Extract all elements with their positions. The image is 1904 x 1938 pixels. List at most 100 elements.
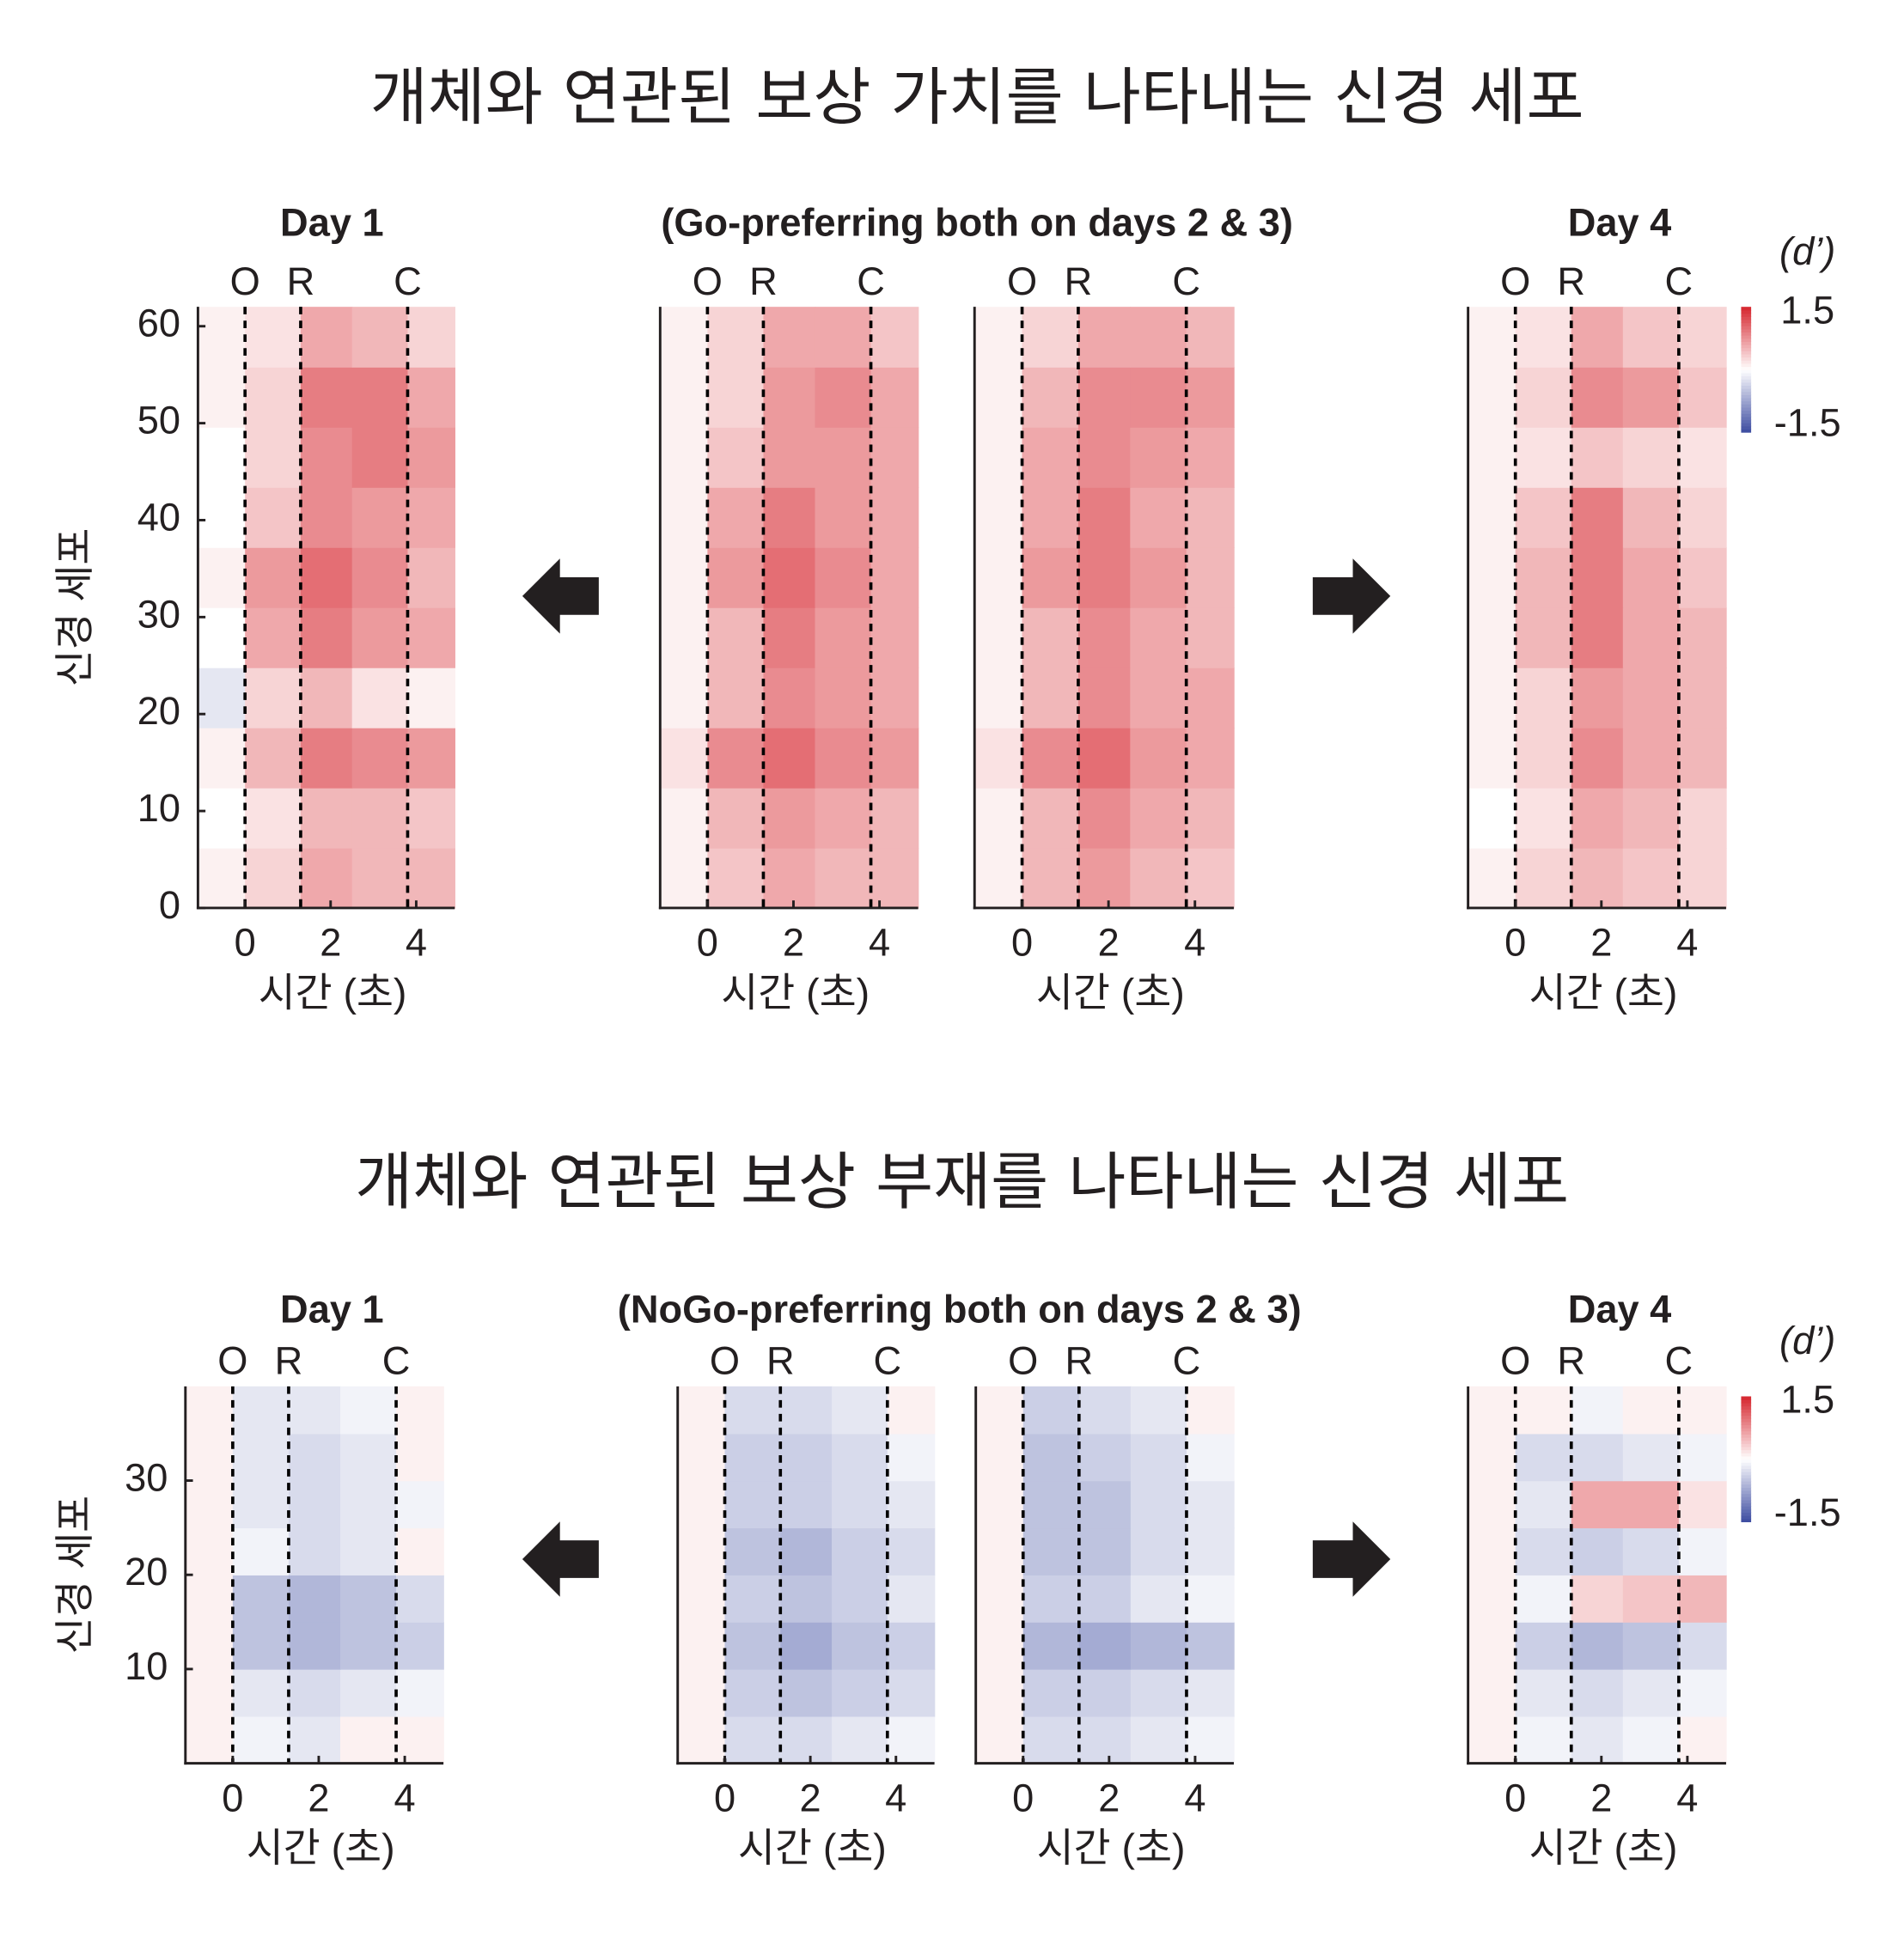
heatmap-cell (1515, 1668, 1572, 1717)
heatmap-cell (1077, 607, 1132, 668)
heatmap-cell (887, 1433, 936, 1482)
heatmap-cell (975, 1480, 1024, 1529)
heatmap-cell (1571, 667, 1624, 728)
heatmap-cell (1622, 487, 1680, 548)
x-tick-label: 0 (1011, 921, 1033, 965)
heatmap-cell (1571, 1716, 1624, 1764)
x-axis-label: 시간 (초) (721, 970, 870, 1015)
heatmap-cell (339, 1668, 397, 1717)
colorbar-label: (d’) (1779, 1319, 1835, 1362)
colorbar-step (1741, 357, 1752, 361)
heatmap-cell (1022, 427, 1079, 488)
heatmap-cell (660, 847, 709, 909)
colorbar-step (1741, 1502, 1752, 1507)
heatmap-cell (1468, 1433, 1516, 1482)
arrow-right (1312, 1521, 1391, 1597)
heatmap-cell (1022, 1575, 1080, 1623)
heatmap-cell (1186, 1480, 1235, 1529)
heatmap-cell (396, 1668, 444, 1717)
heatmap-cell (1622, 307, 1680, 368)
heatmap-cell (870, 307, 919, 368)
colorbar-step (1741, 1427, 1752, 1432)
heatmap-cell (677, 1480, 726, 1529)
heatmap-cell (974, 307, 1023, 368)
colorbar-tick-label: -1.5 (1774, 401, 1841, 445)
heatmap-cell (815, 728, 872, 789)
colorbar-step (1741, 1506, 1752, 1510)
colorbar-step (1741, 347, 1752, 351)
heatmap-cell (1077, 547, 1132, 608)
x-tick-label: 4 (1676, 921, 1698, 965)
heatmap-cell (763, 547, 816, 608)
heatmap-cell (707, 728, 765, 789)
heatmap-cell (245, 487, 302, 548)
heatmap-cell (407, 487, 455, 548)
y-tick-label: 30 (137, 592, 180, 636)
heatmap-cell (975, 1433, 1024, 1482)
heatmap-cell (887, 1668, 936, 1717)
colorbar-step (1741, 406, 1752, 411)
x-tick-label: 4 (1676, 1776, 1698, 1819)
heatmap-cell (1078, 1433, 1132, 1482)
y-tick-label: 20 (137, 689, 180, 733)
heatmap-cell (763, 487, 816, 548)
colorbar-step (1741, 1480, 1752, 1485)
heatmap-cell (1078, 1668, 1132, 1717)
panel: O R C0 2 4시간 (초)(Go-preferring both on days … (658, 200, 1293, 1015)
heatmap-cell (660, 487, 709, 548)
heatmap-cell (1678, 307, 1727, 368)
heatmap-cell (763, 847, 816, 909)
panel: O R C 0 2 4 시간 (초) (974, 1339, 1235, 1870)
colorbar-step (1741, 1499, 1752, 1504)
heatmap-cell (1622, 1622, 1680, 1670)
heatmap-cell (1571, 1433, 1624, 1482)
heatmap-cell (1571, 307, 1624, 368)
colorbar-step (1741, 1496, 1752, 1501)
heatmap-cell (198, 487, 246, 548)
colorbar-step (1741, 309, 1752, 314)
heatmap-cell (407, 667, 455, 728)
heatmap-cell (1186, 667, 1235, 728)
heatmap-cell (288, 1480, 341, 1529)
x-tick-label: 2 (783, 921, 804, 965)
colorbar-step (1741, 1446, 1752, 1451)
colorbar-step (1741, 360, 1752, 364)
heatmap-cell (832, 1480, 888, 1529)
heatmap-cell (1622, 547, 1680, 608)
heatmap-cell (1130, 847, 1187, 909)
heatmap-cell (1130, 487, 1187, 548)
heatmap-cell (1622, 1433, 1680, 1482)
x-tick-label: 2 (320, 921, 341, 965)
colorbar-step (1741, 1434, 1752, 1438)
heatmap-cell (1571, 547, 1624, 608)
colorbar-step (1741, 341, 1752, 345)
x-tick-label: 4 (1184, 921, 1205, 965)
heatmap-cell (660, 427, 709, 488)
heatmap-cell (660, 607, 709, 668)
heatmap-cell (974, 427, 1023, 488)
heatmap-cell (339, 1622, 397, 1670)
heatmap-cell (724, 1386, 782, 1435)
heatmap-cell (351, 667, 409, 728)
x-axis-label: 시간 (초) (738, 1825, 887, 1870)
heatmap-cell (1622, 1668, 1680, 1717)
heatmap-cell (1515, 307, 1572, 368)
heatmap-cell (763, 728, 816, 789)
heatmap-cell (1515, 787, 1572, 849)
colorbar-step (1741, 1409, 1752, 1413)
heatmap-cell (677, 1386, 726, 1435)
heatmap-cell (198, 607, 246, 668)
heatmap-cell (407, 427, 455, 488)
heatmap-cell (1022, 547, 1079, 608)
event-label: O (1007, 259, 1037, 303)
colorbar-step (1741, 1474, 1752, 1478)
heatmap-cell (1022, 1622, 1080, 1670)
heatmap-cell (185, 1716, 234, 1764)
heatmap-cell (245, 367, 302, 428)
heatmap-cell (185, 1433, 234, 1482)
heatmap-cell (1022, 1480, 1080, 1529)
heatmap-cell (339, 1527, 397, 1575)
x-tick-label: 2 (1098, 1776, 1120, 1819)
heatmap-cell (780, 1527, 833, 1575)
heatmap-cell (1678, 847, 1727, 909)
